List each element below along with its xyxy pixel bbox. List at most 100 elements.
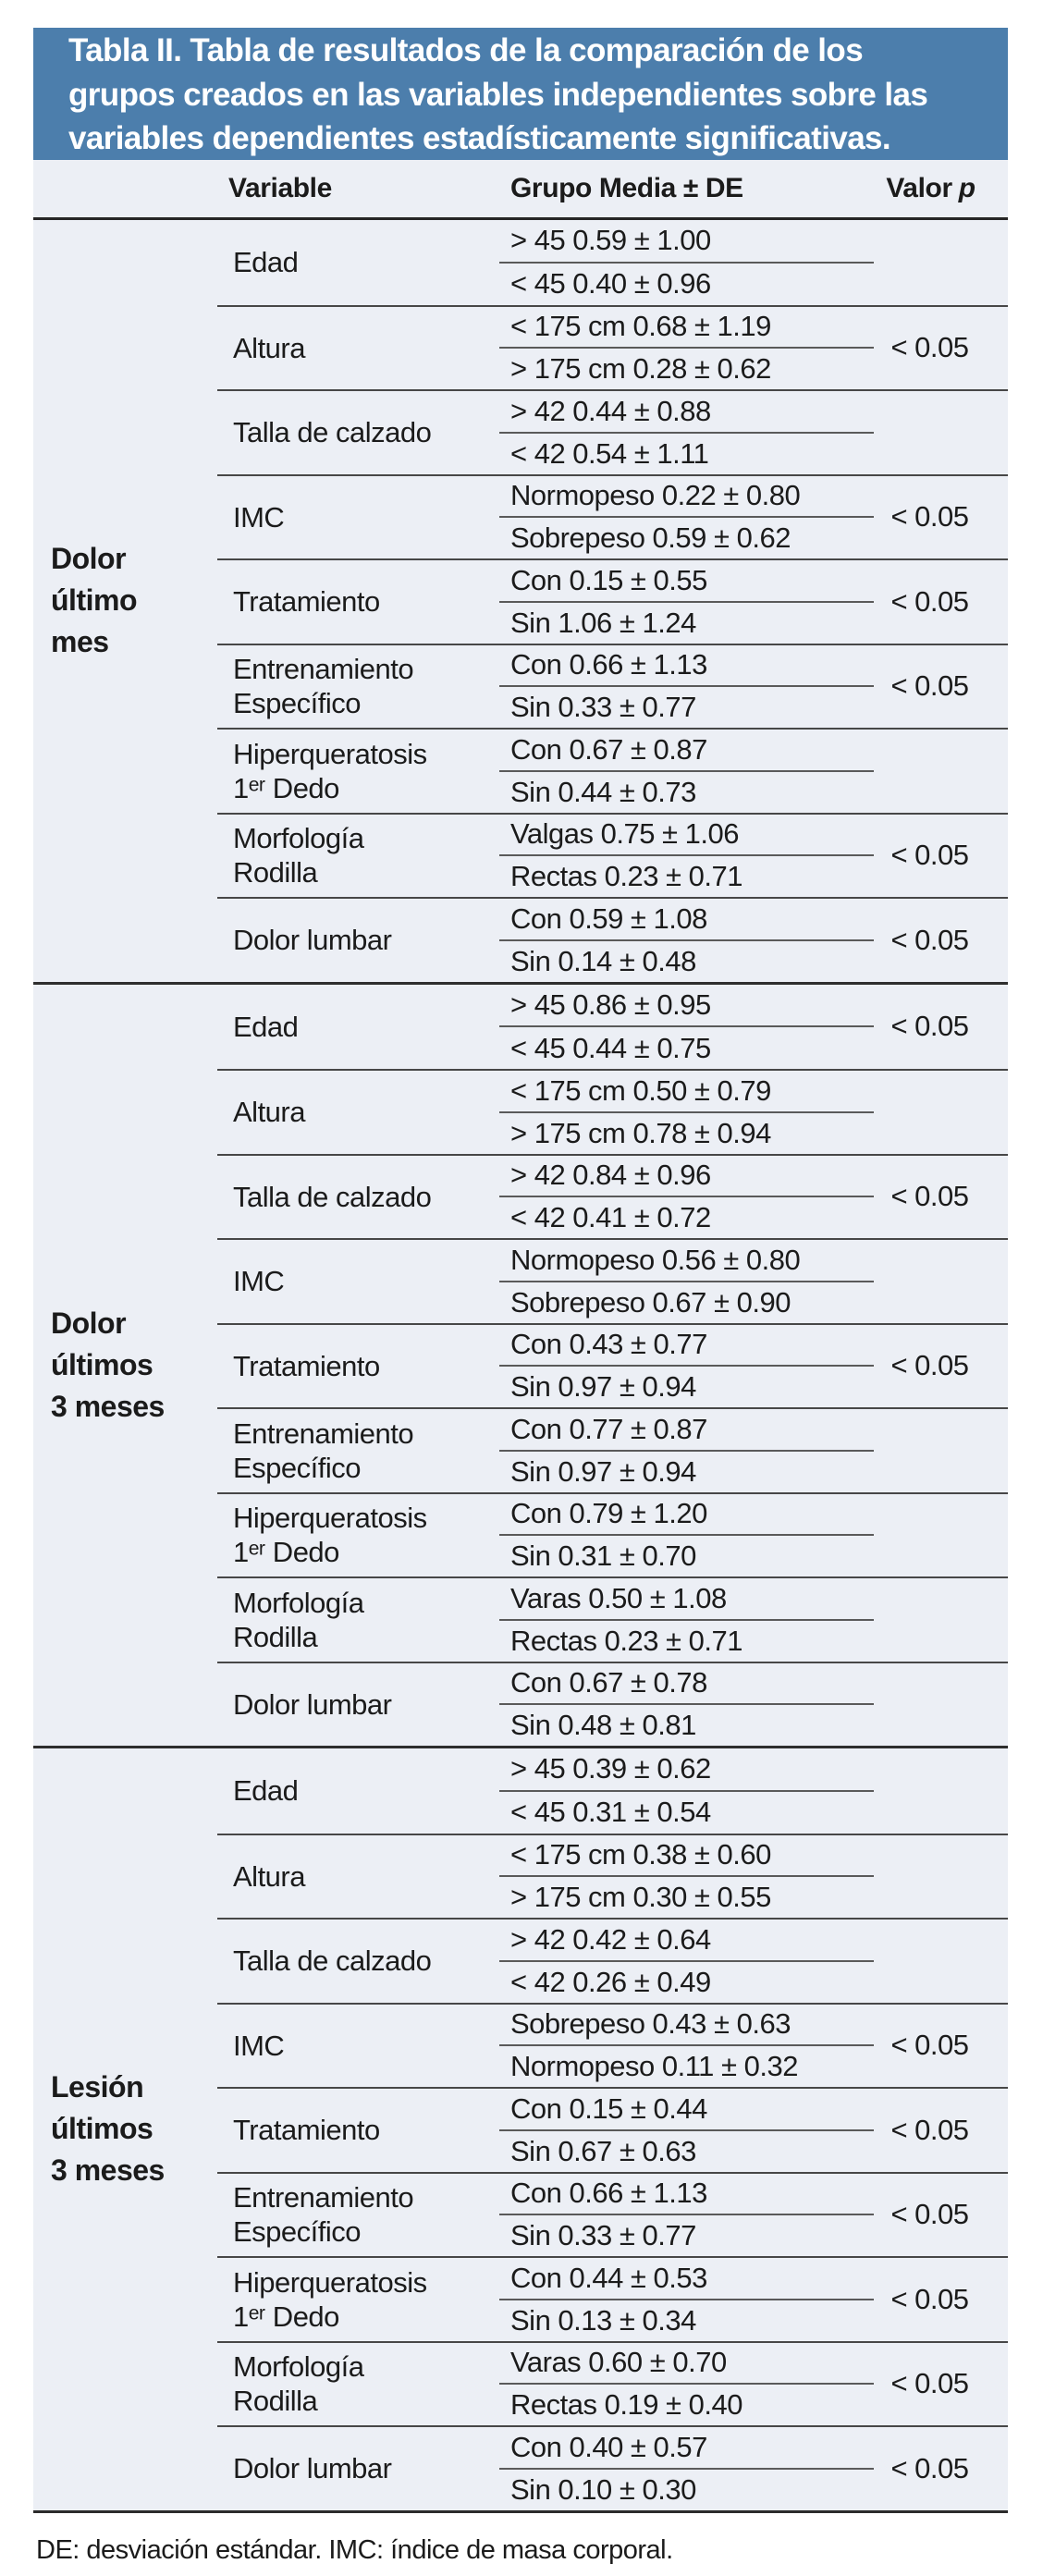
group-rows: Edad > 45 0.39 ± 0.62 < 45 0.31 ± 0.54 Altu…	[217, 1748, 1008, 2510]
p-value	[874, 730, 1008, 813]
table-row: Altura < 175 cm 0.50 ± 0.79 > 175 cm 0.78 …	[217, 1069, 1008, 1154]
p-value: < 0.05	[890, 839, 969, 872]
table-row: Morfología Rodilla Varas 0.50 ± 1.08 Recta…	[217, 1576, 1008, 1662]
table-row: Altura < 175 cm 0.38 ± 0.60 > 175 cm 0.30 …	[217, 1833, 1008, 1919]
variable-name: Edad	[233, 1010, 299, 1043]
grupo-value-top: Normopeso 0.56 ± 0.80	[510, 1243, 801, 1276]
variable-name: Entrenamiento Específico	[233, 2181, 414, 2249]
variable-name: Morfología Rodilla	[233, 1586, 364, 1653]
table-body-area: Variable Grupo Media ± DE Valor p Dolor …	[33, 160, 1008, 2513]
grupo-cell: Valgas 0.75 ± 1.06 Rectas 0.23 ± 0.71	[499, 815, 874, 898]
p-value	[874, 391, 1008, 474]
variable-name: Tratamiento	[233, 2114, 380, 2147]
table-row: Dolor lumbar Con 0.67 ± 0.78 Sin 0.48 ± 0.…	[217, 1661, 1008, 1747]
grupo-value-top: > 45 0.86 ± 0.95	[510, 987, 711, 1021]
grupo-value-top: Varas 0.60 ± 0.70	[510, 2346, 727, 2379]
grupo-cell: Con 0.44 ± 0.53 Sin 0.13 ± 0.34	[499, 2258, 874, 2341]
table-row: Tratamiento Con 0.43 ± 0.77 Sin 0.97 ± 0.9…	[217, 1322, 1008, 1408]
grupo-value-top: Con 0.15 ± 0.44	[510, 2091, 707, 2125]
grupo-value-top: Con 0.66 ± 1.13	[510, 2177, 707, 2210]
p-value: < 0.05	[890, 1180, 969, 1213]
grupo-cell: > 45 0.86 ± 0.95 < 45 0.44 ± 0.75	[499, 985, 874, 1070]
grupo-value-top: Con 0.59 ± 1.08	[510, 902, 707, 935]
variable-name: Entrenamiento Específico	[233, 1417, 414, 1484]
grupo-value-top: > 45 0.39 ± 0.62	[510, 1752, 711, 1785]
variable-name: Altura	[233, 331, 305, 364]
variable-name: Hiperqueratosis 1ᵉʳ Dedo	[233, 1502, 427, 1569]
p-value	[874, 1409, 1008, 1492]
p-value	[874, 1578, 1008, 1662]
variable-name: Talla de calzado	[233, 1180, 432, 1213]
table-title: Tabla II. Tabla de resultados de la comp…	[33, 28, 1008, 160]
grupo-value-bottom: < 45 0.44 ± 0.75	[499, 1025, 874, 1069]
grupo-value-bottom: Sin 0.48 ± 0.81	[499, 1703, 874, 1746]
grupo-value-bottom: Sobrepeso 0.67 ± 0.90	[499, 1280, 874, 1323]
variable-name: Talla de calzado	[233, 1944, 432, 1978]
table-footnote: DE: desviación estándar. IMC: índice de …	[36, 2534, 673, 2565]
grupo-value-top: Con 0.77 ± 0.87	[510, 1412, 707, 1445]
variable-name: Hiperqueratosis 1ᵉʳ Dedo	[233, 2265, 427, 2333]
table-row: IMC Normopeso 0.56 ± 0.80 Sobrepeso 0.67 ±…	[217, 1238, 1008, 1323]
grupo-value-top: Con 0.67 ± 0.87	[510, 732, 707, 766]
grupo-cell: > 42 0.44 ± 0.88 < 42 0.54 ± 1.11	[499, 391, 874, 474]
grupo-cell: Con 0.79 ± 1.20 Sin 0.31 ± 0.70	[499, 1494, 874, 1577]
table-row: IMC Normopeso 0.22 ± 0.80 Sobrepeso 0.59 ±…	[217, 473, 1008, 559]
grupo-value-bottom: Sin 0.33 ± 0.77	[499, 685, 874, 728]
variable-name: Tratamiento	[233, 1349, 380, 1382]
grupo-value-bottom: > 175 cm 0.30 ± 0.55	[499, 1875, 874, 1918]
grupo-value-bottom: Sin 0.97 ± 0.94	[499, 1449, 874, 1492]
p-value	[874, 1663, 1008, 1747]
column-header-row: Variable Grupo Media ± DE Valor p	[33, 160, 1008, 220]
p-value	[874, 1748, 1008, 1834]
p-value	[874, 1240, 1008, 1323]
p-value: < 0.05	[890, 2029, 969, 2062]
variable-name: IMC	[233, 1265, 285, 1298]
group-section: Dolor últimos 3 meses Edad > 45 0.86 ± 0.9…	[33, 981, 1008, 1747]
grupo-value-bottom: < 45 0.31 ± 0.54	[499, 1789, 874, 1834]
p-value: < 0.05	[890, 2451, 969, 2484]
table-row: Edad > 45 0.39 ± 0.62 < 45 0.31 ± 0.54	[217, 1748, 1008, 1834]
grupo-value-top: Sobrepeso 0.43 ± 0.63	[510, 2007, 791, 2041]
table-row: Edad > 45 0.59 ± 1.00 < 45 0.40 ± 0.96	[217, 220, 1008, 305]
grupo-cell: Con 0.67 ± 0.78 Sin 0.48 ± 0.81	[499, 1663, 874, 1747]
p-value: < 0.05	[890, 1349, 969, 1382]
grupo-cell: > 45 0.59 ± 1.00 < 45 0.40 ± 0.96	[499, 220, 874, 305]
grupo-value-top: > 42 0.84 ± 0.96	[510, 1159, 711, 1192]
p-value: < 0.05	[890, 923, 969, 956]
variable-name: Hiperqueratosis 1ᵉʳ Dedo	[233, 737, 427, 804]
p-value: < 0.05	[890, 2367, 969, 2400]
p-value	[874, 1494, 1008, 1577]
grupo-value-bottom: < 45 0.40 ± 0.96	[499, 261, 874, 305]
grupo-value-bottom: Sin 0.33 ± 0.77	[499, 2214, 874, 2256]
grupo-cell: > 42 0.42 ± 0.64 < 42 0.26 ± 0.49	[499, 1920, 874, 2003]
p-value: < 0.05	[890, 2113, 969, 2146]
table-row: Entrenamiento Específico Con 0.66 ± 1.13 S…	[217, 2171, 1008, 2257]
table-row: Morfología Rodilla Valgas 0.75 ± 1.06 Rect…	[217, 812, 1008, 898]
grupo-cell: Con 0.40 ± 0.57 Sin 0.10 ± 0.30	[499, 2427, 874, 2510]
column-header-valor-p: Valor p	[874, 173, 1008, 204]
grupo-value-top: > 42 0.44 ± 0.88	[510, 394, 711, 427]
variable-name: Altura	[233, 1859, 305, 1893]
table-row: Morfología Rodilla Varas 0.60 ± 0.70 Recta…	[217, 2340, 1008, 2426]
grupo-cell: < 175 cm 0.38 ± 0.60 > 175 cm 0.30 ± 0.55	[499, 1835, 874, 1919]
table-rows-container: Dolor último mes Edad > 45 0.59 ± 1.00 < 45…	[33, 220, 1008, 2510]
grupo-cell: Con 0.66 ± 1.13 Sin 0.33 ± 0.77	[499, 645, 874, 729]
p-value: < 0.05	[890, 500, 969, 534]
grupo-value-bottom: Rectas 0.23 ± 0.71	[499, 854, 874, 897]
grupo-cell: Con 0.15 ± 0.55 Sin 1.06 ± 1.24	[499, 560, 874, 644]
group-label: Dolor último mes	[51, 542, 137, 659]
grupo-cell: Con 0.43 ± 0.77 Sin 0.97 ± 0.94	[499, 1325, 874, 1408]
p-value: < 0.05	[890, 584, 969, 618]
grupo-value-top: Varas 0.50 ± 1.08	[510, 1581, 727, 1614]
group-rows: Edad > 45 0.86 ± 0.95 < 45 0.44 ± 0.75 < 0.…	[217, 985, 1008, 1747]
grupo-value-bottom: > 175 cm 0.28 ± 0.62	[499, 347, 874, 389]
grupo-value-top: Normopeso 0.22 ± 0.80	[510, 479, 801, 512]
grupo-cell: Con 0.77 ± 0.87 Sin 0.97 ± 0.94	[499, 1409, 874, 1492]
column-header-variable: Variable	[228, 173, 332, 203]
table-row: Hiperqueratosis 1ᵉʳ Dedo Con 0.67 ± 0.87 S…	[217, 728, 1008, 813]
grupo-value-bottom: > 175 cm 0.78 ± 0.94	[499, 1110, 874, 1154]
p-value: < 0.05	[890, 2198, 969, 2231]
grupo-cell: < 175 cm 0.50 ± 0.79 > 175 cm 0.78 ± 0.94	[499, 1071, 874, 1154]
group-section: Dolor último mes Edad > 45 0.59 ± 1.00 < 45…	[33, 220, 1008, 982]
grupo-cell: Con 0.66 ± 1.13 Sin 0.33 ± 0.77	[499, 2174, 874, 2257]
